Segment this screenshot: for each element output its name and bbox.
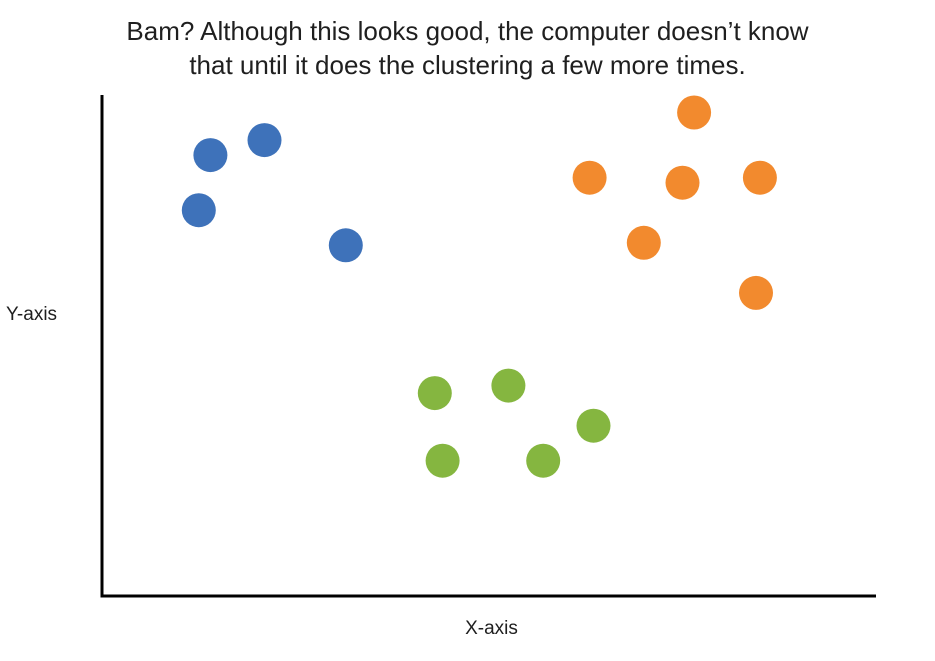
scatter-point-3-1 [417, 376, 452, 411]
scatter-point-3-3 [576, 408, 611, 443]
x-axis-label: X-axis [465, 618, 518, 639]
scatter-point-2-5 [626, 225, 661, 260]
scatter-point-1-4 [328, 228, 363, 263]
scatter-point-3-4 [425, 443, 460, 478]
scatter-point-2-4 [742, 160, 777, 195]
scatter-point-2-3 [665, 165, 700, 200]
scatter-point-1-3 [181, 193, 216, 228]
scatter-point-2-1 [677, 95, 712, 130]
chart-title: Bam? Although this looks good, the compu… [126, 16, 809, 80]
data-points [181, 95, 777, 478]
x-axis-label-row: X-axis [0, 618, 935, 640]
y-axis-label: Y-axis [6, 304, 58, 325]
scatter-point-2-2 [572, 160, 607, 195]
scatter-point-2-6 [739, 275, 773, 310]
scatter-point-1-2 [247, 123, 282, 158]
scatter-point-3-2 [491, 368, 526, 403]
scatter-point-1-1 [193, 138, 228, 173]
scatter-point-3-5 [526, 443, 561, 478]
